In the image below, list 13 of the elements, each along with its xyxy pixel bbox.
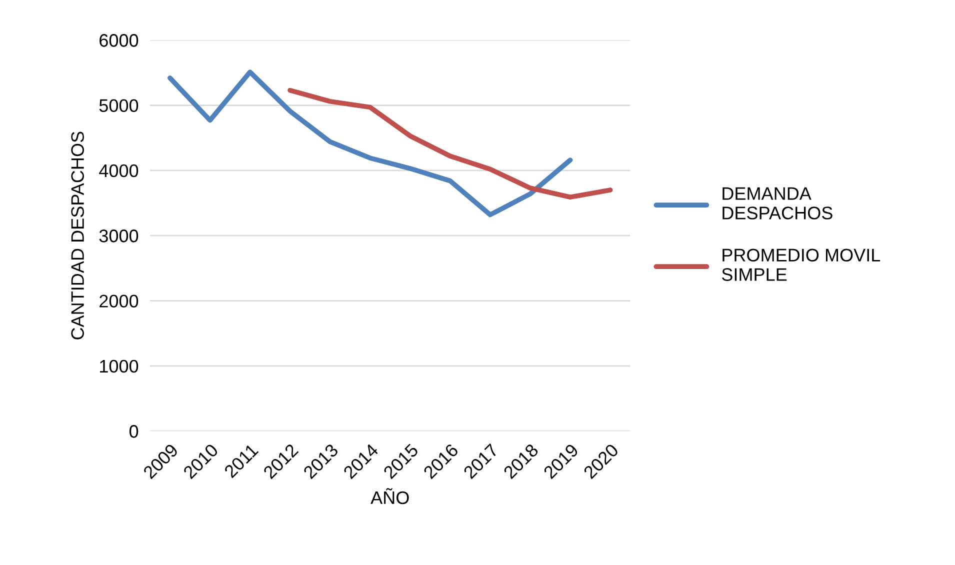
y-tick-label: 3000 — [99, 230, 138, 242]
y-tick-label: 5000 — [99, 99, 138, 112]
y-axis-title: CANTIDAD DESPACHOS — [71, 132, 84, 340]
y-tick-label: 6000 — [100, 34, 138, 47]
x-axis-title: AÑO — [370, 488, 409, 504]
legend-label: PROMEDIO MOVIL SIMPLE — [722, 248, 880, 281]
y-tick-label: 0 — [129, 425, 138, 438]
legend-label: DEMANDA DESPACHOS — [722, 187, 832, 220]
y-tick-label: 1000 — [100, 360, 138, 373]
line-series — [288, 88, 613, 200]
y-tick-label: 2000 — [100, 294, 138, 308]
y-tick-label: 4000 — [99, 164, 138, 178]
line-series — [168, 70, 573, 218]
